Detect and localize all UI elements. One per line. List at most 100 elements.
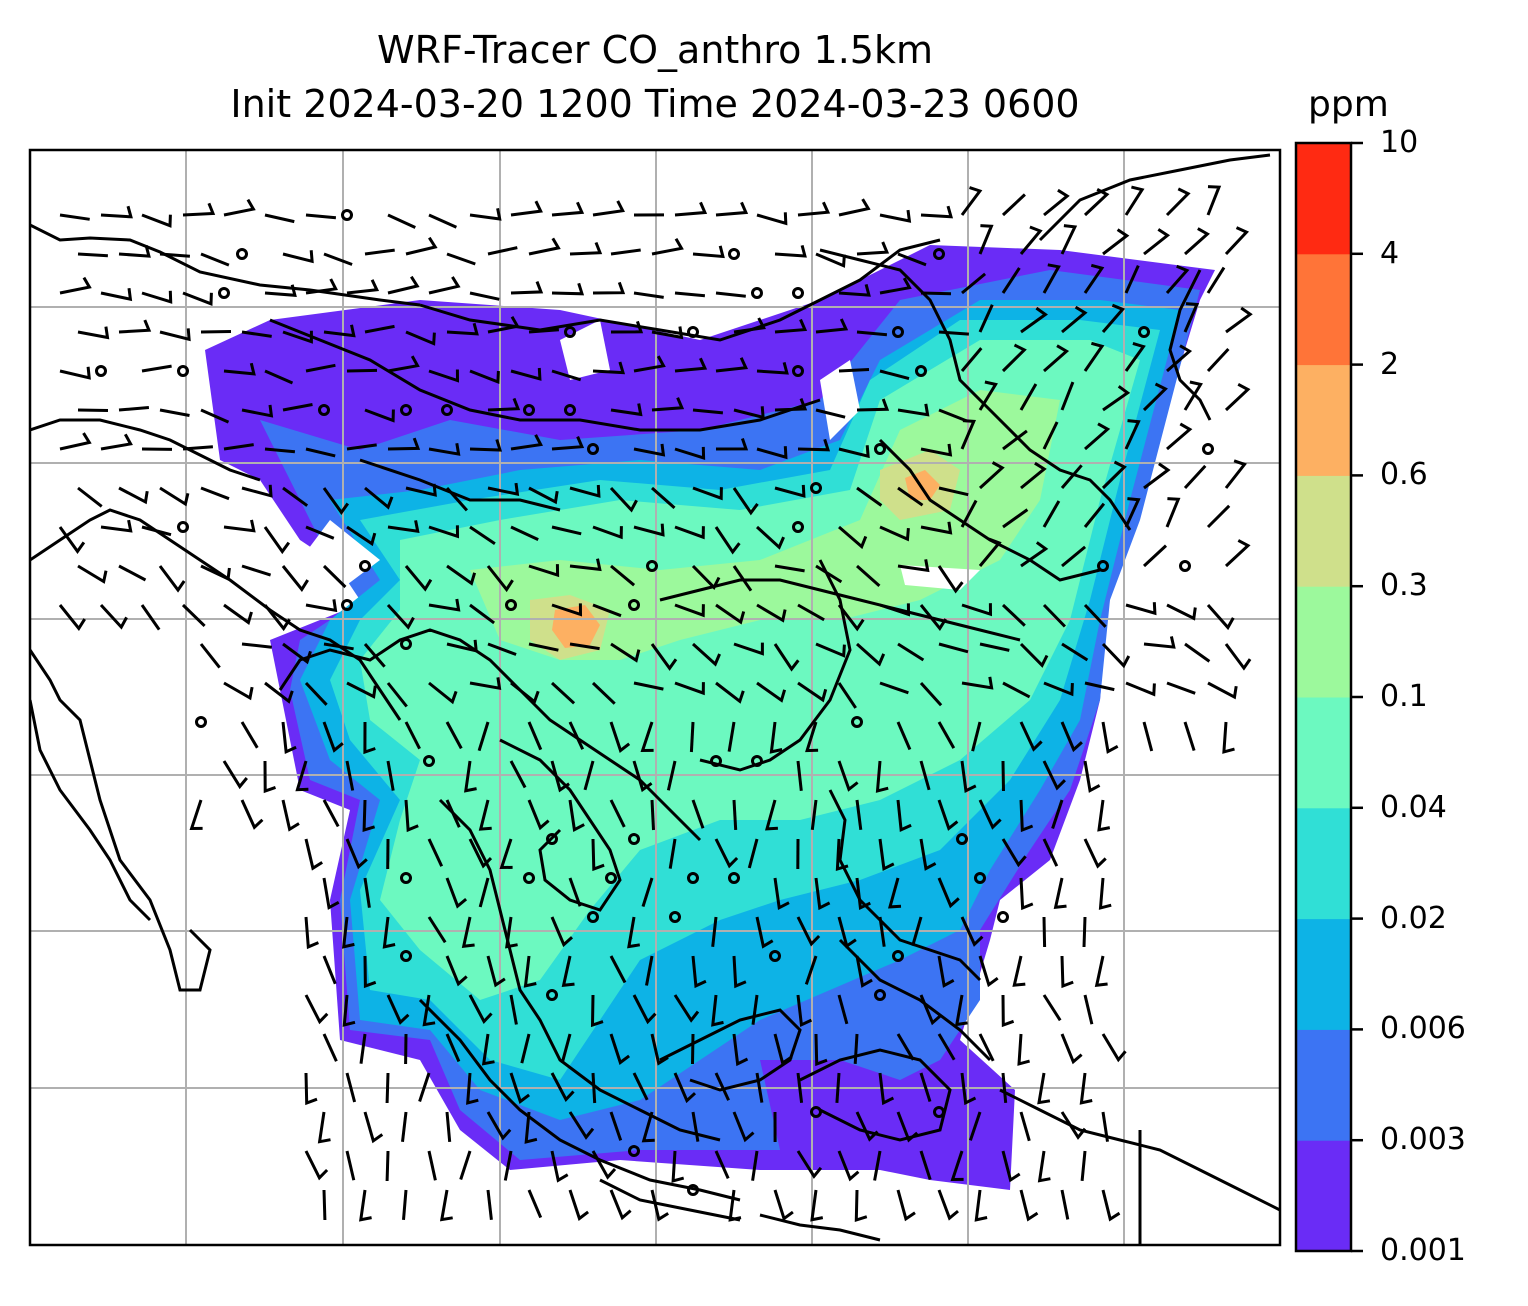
wind-barb	[838, 368, 870, 373]
wind-barb	[1101, 1189, 1121, 1222]
wind-barb	[610, 320, 644, 334]
wind-barb	[640, 721, 654, 753]
wind-barb	[363, 955, 377, 989]
wind-barb	[323, 324, 356, 338]
wind-barb	[919, 994, 942, 1026]
wind-barb	[715, 357, 749, 373]
wind-barb	[141, 290, 173, 304]
wind-barb	[1020, 461, 1047, 490]
wind-barb	[797, 681, 828, 703]
wind-barb	[1097, 799, 1111, 832]
wind-barb	[1037, 1072, 1051, 1105]
wind-barb	[715, 681, 745, 704]
wind-barb	[182, 202, 216, 217]
wind-barb	[814, 877, 831, 911]
wind-barb	[691, 642, 721, 667]
calm-wind-circle	[751, 287, 763, 299]
wind-barb	[200, 330, 232, 334]
wind-barb	[486, 1189, 493, 1220]
wind-barb	[241, 642, 272, 649]
wind-barb	[445, 487, 469, 512]
wind-barb	[1224, 539, 1251, 568]
wind-barb	[1019, 642, 1049, 668]
wind-barb	[609, 1033, 630, 1065]
wind-barb	[469, 291, 500, 301]
wind-barb	[609, 955, 627, 984]
wind-barb	[855, 955, 873, 988]
calm-wind-circle	[400, 950, 412, 962]
wind-barb	[523, 955, 537, 988]
calm-wind-circle	[792, 521, 804, 533]
wind-barb	[950, 1150, 964, 1182]
wind-barb	[856, 330, 888, 337]
wind-barb	[346, 525, 377, 547]
wind-barb	[322, 721, 344, 753]
wind-barb	[359, 1189, 372, 1222]
wind-barb	[978, 955, 999, 988]
wind-barb	[405, 330, 436, 346]
wind-barb	[59, 432, 92, 451]
wind-barb	[100, 288, 133, 302]
wind-barb	[978, 537, 1002, 567]
wind-barb	[1083, 838, 1107, 869]
calm-wind-circle	[400, 872, 412, 884]
wind-barb	[1053, 877, 1067, 910]
wind-barb	[1125, 681, 1156, 697]
wind-barb	[1060, 1189, 1070, 1220]
wind-barb	[427, 1150, 437, 1181]
wind-barb	[592, 361, 626, 375]
wind-barb	[592, 603, 622, 618]
colorbar-tick-label: 0.1	[1380, 679, 1428, 714]
wind-barb	[835, 838, 849, 872]
wind-barb	[446, 252, 476, 266]
wind-barb	[159, 252, 191, 258]
wind-barb	[1124, 497, 1141, 528]
wind-barb	[527, 721, 543, 751]
wind-barb	[304, 838, 323, 871]
wind-barb	[1020, 306, 1048, 334]
wind-barb	[590, 994, 604, 1028]
wind-barb	[305, 278, 338, 295]
wind-barb	[322, 955, 337, 985]
wind-barb	[1002, 508, 1029, 529]
wind-barb	[1101, 1111, 1109, 1142]
wind-barb	[764, 799, 778, 831]
calm-wind-circle	[728, 872, 740, 884]
wind-barb	[1206, 604, 1235, 631]
calm-wind-circle	[892, 326, 904, 338]
wind-barb	[938, 642, 969, 654]
wind-barb	[1043, 344, 1070, 373]
calm-wind-circle	[423, 755, 435, 767]
wind-barb	[937, 799, 959, 831]
wind-barb	[1142, 544, 1168, 568]
calm-wind-circle	[546, 989, 558, 1001]
colorbar-swatch	[1296, 807, 1351, 920]
wind-barb	[1206, 266, 1226, 294]
wind-barb	[282, 250, 314, 264]
wind-barb	[633, 443, 666, 457]
wind-barb	[837, 994, 849, 1025]
wind-barb	[305, 525, 335, 540]
wind-barb	[422, 994, 436, 1027]
wind-barb	[322, 564, 347, 589]
wind-barb	[510, 525, 539, 541]
wind-barb	[527, 1189, 543, 1219]
calm-wind-circle	[751, 755, 763, 767]
wind-barb	[359, 1033, 367, 1064]
wind-barb	[1184, 227, 1210, 256]
wind-barb	[468, 838, 493, 869]
wind-barb	[591, 1150, 617, 1180]
wind-barb	[837, 916, 857, 949]
wind-barb	[445, 877, 468, 909]
wind-barb	[550, 760, 570, 793]
wind-barb	[387, 213, 416, 229]
wind-barb	[445, 1111, 452, 1143]
wind-barb	[856, 486, 883, 507]
wind-barb	[304, 1150, 329, 1181]
wind-barb	[1060, 721, 1083, 753]
wind-barb	[363, 721, 376, 755]
wind-barb	[1020, 541, 1049, 568]
wind-barb	[1083, 994, 1094, 1025]
wind-barb	[342, 994, 356, 1027]
wind-barb	[627, 916, 641, 949]
